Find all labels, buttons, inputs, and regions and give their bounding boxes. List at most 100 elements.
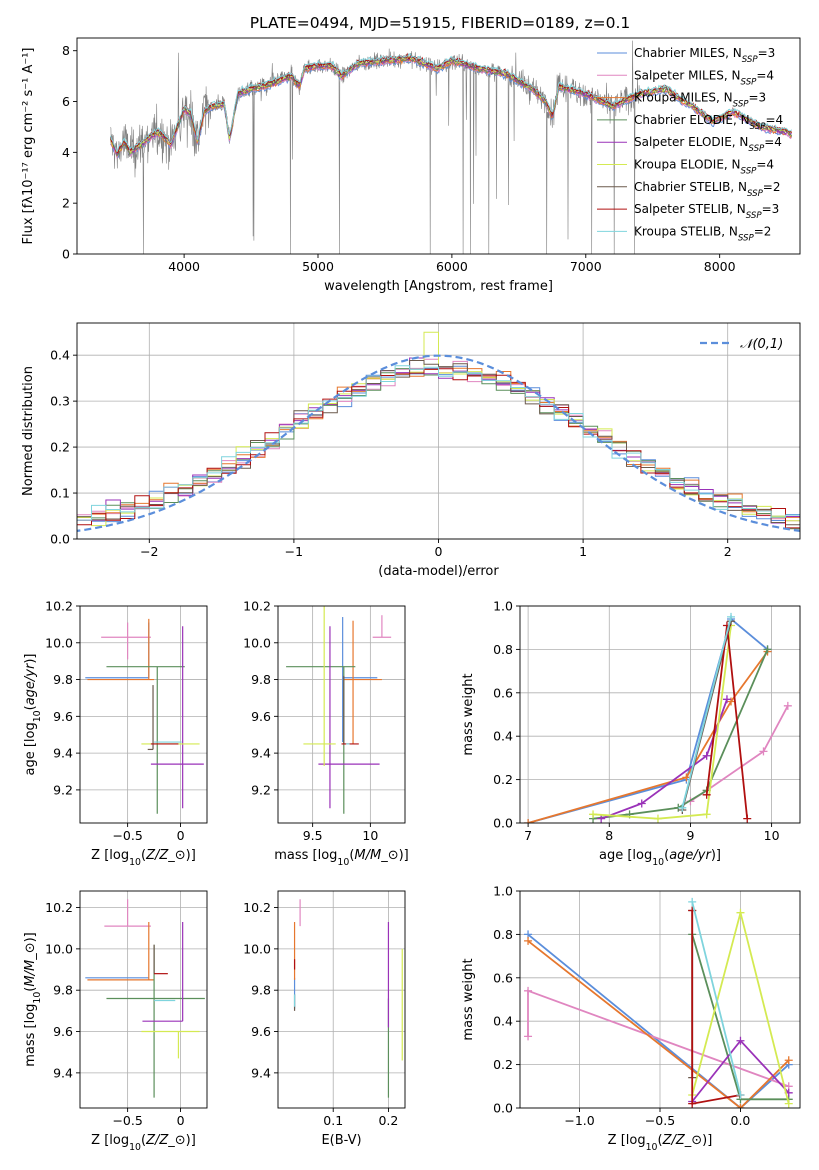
y-tick-label: 9.2 xyxy=(53,782,73,797)
data-spectrum xyxy=(110,40,641,254)
series-point-5 xyxy=(736,908,745,917)
series-point-5 xyxy=(784,1099,793,1108)
y-tick-label: 9.4 xyxy=(53,1065,73,1080)
legend-label-4: Salpeter ELODIE, NSSP=4 xyxy=(634,135,782,154)
legend-label-6: Chabrier STELIB, NSSP=2 xyxy=(634,180,781,199)
y-tick-label: 0.4 xyxy=(493,729,513,744)
axes-frame xyxy=(277,605,406,824)
y-tick-label: 9.6 xyxy=(251,1024,271,1039)
x-axis-label: age [log10(age/yr)] xyxy=(599,848,721,868)
y-tick-label: 0.8 xyxy=(493,927,513,942)
series-line-0 xyxy=(527,933,790,1108)
y-axis-label: Normed distribution xyxy=(21,366,36,496)
series-point-7 xyxy=(702,790,711,799)
series-point-3 xyxy=(763,645,772,654)
y-tick-label: 0.8 xyxy=(493,642,513,657)
x-tick-label: 0.1 xyxy=(323,1113,343,1128)
y-tick-label: 9.2 xyxy=(251,782,271,797)
series-line-4 xyxy=(600,698,728,820)
y-tick-label: 10.0 xyxy=(45,941,73,956)
series-point-2 xyxy=(784,1056,793,1065)
y-tick-label: 10.2 xyxy=(45,599,73,614)
x-tick-label: 6000 xyxy=(436,259,468,274)
x-tick-label: 10 xyxy=(362,828,378,843)
series-line-1 xyxy=(527,989,790,1088)
x-tick-label: −1 xyxy=(285,544,303,559)
y-tick-label: 2 xyxy=(62,196,70,211)
x-axis-label: wavelength [Angstrom, rest frame] xyxy=(324,279,553,294)
series-point-1 xyxy=(524,1032,533,1041)
series-line-8 xyxy=(681,616,732,809)
series-line-3 xyxy=(592,649,769,820)
panel-mass-vs-ebv: 0.1 0.2 9.4 9.6 9.8 10.0 10.2 E(B-V) xyxy=(243,890,406,1148)
x-tick-label: −2 xyxy=(140,544,158,559)
panel-age-vs-Z: −0.5 0 9.2 9.4 9.6 9.8 10.0 10.2 Z [log10(Z/Z_⊙)… xyxy=(23,599,208,868)
series-line-2 xyxy=(527,651,769,823)
y-tick-label: 0 xyxy=(62,247,70,262)
legend-label-7: Salpeter STELIB, NSSP=3 xyxy=(634,202,779,221)
legend-label-3: Chabrier ELODIE, NSSP=4 xyxy=(634,113,783,132)
series-point-1 xyxy=(524,986,533,995)
y-tick-label: 0.2 xyxy=(50,440,70,455)
y-tick-label: 6 xyxy=(62,94,70,109)
x-tick-label: 2 xyxy=(724,544,732,559)
x-tick-label: 7000 xyxy=(570,259,602,274)
x-tick-label: 0.2 xyxy=(378,1113,398,1128)
plot-area xyxy=(293,899,403,1098)
y-tick-label: 10.2 xyxy=(243,900,271,915)
legend-normal-label: 𝒩(0,1) xyxy=(740,337,783,352)
y-axis-label: mass weight xyxy=(461,673,476,755)
axes-frame xyxy=(79,890,208,1109)
plot-area xyxy=(77,331,800,533)
y-tick-label: 10.0 xyxy=(243,635,271,650)
y-tick-label: 0.2 xyxy=(493,772,513,787)
x-tick-label: −0.5 xyxy=(112,1113,142,1128)
x-tick-label: 7 xyxy=(524,828,532,843)
series-point-7 xyxy=(688,1099,697,1108)
series-point-4 xyxy=(722,695,731,704)
x-axis-label: (data-model)/error xyxy=(378,564,499,579)
legend-label-1: Salpeter MILES, NSSP=4 xyxy=(634,68,774,87)
x-tick-label: −0.5 xyxy=(112,828,142,843)
y-tick-label: 0.0 xyxy=(493,816,513,831)
legend-label-0: Chabrier MILES, NSSP=3 xyxy=(634,46,775,65)
y-axis-label: Flux [fλ10⁻¹⁷ erg cm⁻² s⁻¹ A⁻¹] xyxy=(21,48,36,245)
series-point-8 xyxy=(678,803,687,812)
series-point-5 xyxy=(589,810,598,819)
series-point-8 xyxy=(727,612,736,621)
series-point-4 xyxy=(597,814,606,823)
chart-title: PLATE=0494, MJD=51915, FIBERID=0189, z=0… xyxy=(250,14,631,32)
panel-residuals: −2 −1 0 1 2 0.0 0.1 0.2 0.3 0.4 (data-model)/error… xyxy=(21,322,801,579)
series-point-4 xyxy=(736,1036,745,1045)
y-tick-label: 1.0 xyxy=(493,599,513,614)
series-point-1 xyxy=(783,701,792,710)
series-point-2 xyxy=(727,697,736,706)
x-tick-label: −0.5 xyxy=(645,1113,675,1128)
histogram-series-8 xyxy=(77,365,800,521)
x-axis-label: Z [log10(Z/Z_⊙)] xyxy=(91,1133,196,1153)
series-point-5 xyxy=(702,810,711,819)
y-tick-label: 0.4 xyxy=(50,348,70,363)
x-tick-label: 5000 xyxy=(302,259,334,274)
plot-area xyxy=(286,606,392,814)
plot-area xyxy=(524,897,793,1108)
y-tick-label: 9.6 xyxy=(53,1024,73,1039)
x-tick-label: 1 xyxy=(579,544,587,559)
series-point-4 xyxy=(702,751,711,760)
y-tick-label: 9.8 xyxy=(251,983,271,998)
x-tick-label: 8000 xyxy=(704,259,736,274)
legend-label-8: Kroupa STELIB, NSSP=2 xyxy=(634,224,771,243)
panel-mass-vs-Z: −0.5 0 9.4 9.6 9.8 10.0 10.2 Z [log10(Z/Z_⊙)] ma… xyxy=(23,890,208,1153)
x-axis-label: Z [log10(Z/Z_⊙)] xyxy=(608,1133,713,1153)
panel-mass-weight-vs-Z: −1.0 −0.5 0.0 0.0 0.2 0.4 0.6 0.8 1.0 Z [log10(Z/… xyxy=(461,884,801,1153)
y-tick-label: 9.4 xyxy=(53,746,73,761)
y-tick-label: 8 xyxy=(62,43,70,58)
y-tick-label: 0.3 xyxy=(50,394,70,409)
y-tick-label: 4 xyxy=(62,145,70,160)
y-tick-label: 0.6 xyxy=(493,685,513,700)
series-point-5 xyxy=(653,814,662,823)
y-axis-label: mass weight xyxy=(461,958,476,1040)
x-tick-label: 0.0 xyxy=(731,1113,751,1128)
x-tick-label: 0 xyxy=(435,544,443,559)
